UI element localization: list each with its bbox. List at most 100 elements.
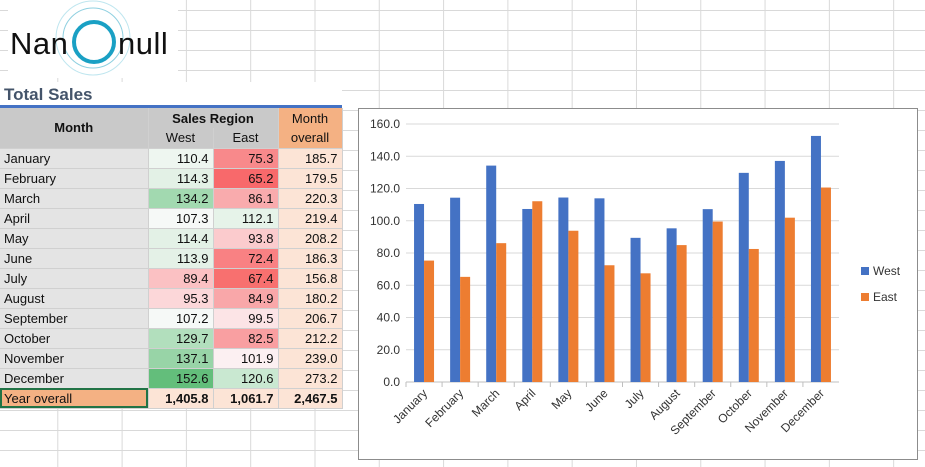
east-cell[interactable]: 67.4: [213, 268, 279, 289]
legend-label[interactable]: East: [873, 290, 898, 304]
west-cell[interactable]: 107.3: [148, 208, 214, 229]
logo-rings-icon: [55, 0, 131, 76]
bar-west[interactable]: [414, 203, 425, 382]
header-sales-region[interactable]: Sales Region: [148, 108, 279, 128]
overall-cell[interactable]: 273.2: [278, 368, 343, 389]
east-cell[interactable]: 120.6: [213, 368, 279, 389]
overall-cell[interactable]: 179.5: [278, 168, 343, 189]
east-cell[interactable]: 72.4: [213, 248, 279, 269]
overall-cell[interactable]: 185.7: [278, 148, 343, 169]
west-cell[interactable]: 95.3: [148, 288, 214, 309]
bar-east[interactable]: [748, 248, 759, 382]
bar-east[interactable]: [676, 245, 687, 382]
header-month-overall-2[interactable]: overall: [278, 128, 343, 149]
month-cell[interactable]: February: [0, 168, 149, 189]
bar-east[interactable]: [604, 265, 615, 382]
month-cell[interactable]: October: [0, 328, 149, 349]
legend-swatch-west: [861, 267, 869, 275]
east-cell[interactable]: 75.3: [213, 148, 279, 169]
overall-cell[interactable]: 219.4: [278, 208, 343, 229]
east-cell[interactable]: 82.5: [213, 328, 279, 349]
east-cell[interactable]: 86.1: [213, 188, 279, 209]
east-cell[interactable]: 93.8: [213, 228, 279, 249]
west-cell[interactable]: 129.7: [148, 328, 214, 349]
overall-cell[interactable]: 180.2: [278, 288, 343, 309]
legend-swatch-east: [861, 293, 869, 301]
overall-cell[interactable]: 212.2: [278, 328, 343, 349]
month-cell[interactable]: June: [0, 248, 149, 269]
month-cell[interactable]: August: [0, 288, 149, 309]
east-cell[interactable]: 101.9: [213, 348, 279, 369]
y-tick-label: 100.0: [370, 214, 400, 228]
month-cell[interactable]: September: [0, 308, 149, 329]
bar-east[interactable]: [460, 276, 471, 382]
east-cell[interactable]: 99.5: [213, 308, 279, 329]
bar-west[interactable]: [702, 209, 713, 382]
east-cell[interactable]: 65.2: [213, 168, 279, 189]
x-tick-label: May: [549, 386, 575, 412]
y-tick-label: 120.0: [370, 182, 400, 196]
east-cell[interactable]: 84.9: [213, 288, 279, 309]
west-cell[interactable]: 114.4: [148, 228, 214, 249]
bar-west[interactable]: [486, 165, 497, 382]
y-tick-label: 140.0: [370, 149, 400, 163]
bar-east[interactable]: [532, 201, 543, 382]
x-tick-label: July: [622, 386, 647, 411]
overall-cell[interactable]: 239.0: [278, 348, 343, 369]
west-cell[interactable]: 134.2: [148, 188, 214, 209]
table-row: January 110.4 75.3 185.7: [0, 148, 343, 169]
west-cell[interactable]: 89.4: [148, 268, 214, 289]
overall-cell[interactable]: 186.3: [278, 248, 343, 269]
bar-east[interactable]: [820, 187, 831, 382]
header-month[interactable]: Month: [0, 108, 149, 149]
overall-cell[interactable]: 206.7: [278, 308, 343, 329]
total-label-cell[interactable]: Year overall: [0, 388, 149, 409]
west-cell[interactable]: 107.2: [148, 308, 214, 329]
bar-east[interactable]: [424, 260, 435, 382]
bar-east[interactable]: [640, 273, 651, 382]
overall-cell[interactable]: 156.8: [278, 268, 343, 289]
y-tick-label: 0.0: [383, 375, 400, 389]
bar-east[interactable]: [784, 217, 795, 382]
month-cell[interactable]: July: [0, 268, 149, 289]
bar-west[interactable]: [558, 197, 569, 382]
bar-west[interactable]: [774, 160, 785, 382]
bar-west[interactable]: [666, 228, 677, 382]
bar-west[interactable]: [630, 237, 641, 382]
bar-west[interactable]: [522, 208, 533, 382]
table-row: February 114.3 65.2 179.5: [0, 168, 343, 189]
west-cell[interactable]: 113.9: [148, 248, 214, 269]
overall-cell[interactable]: 220.3: [278, 188, 343, 209]
west-cell[interactable]: 110.4: [148, 148, 214, 169]
month-cell[interactable]: December: [0, 368, 149, 389]
bar-west[interactable]: [738, 172, 749, 382]
header-west[interactable]: West: [148, 128, 214, 149]
x-tick-label: February: [422, 386, 466, 430]
bar-east[interactable]: [496, 243, 507, 382]
total-overall-cell[interactable]: 2,467.5: [278, 388, 343, 409]
month-cell[interactable]: January: [0, 148, 149, 169]
month-cell[interactable]: March: [0, 188, 149, 209]
legend-label[interactable]: West: [873, 264, 901, 278]
header-east[interactable]: East: [213, 128, 279, 149]
bar-west[interactable]: [450, 197, 461, 382]
west-cell[interactable]: 114.3: [148, 168, 214, 189]
west-cell[interactable]: 152.6: [148, 368, 214, 389]
title-text: Total Sales: [4, 85, 93, 104]
total-west-cell[interactable]: 1,405.8: [148, 388, 214, 409]
sales-chart[interactable]: 0.0 20.0 40.0 60.0 80.0 100.0 120.0 140.0 160.0 J…: [358, 108, 918, 460]
total-row: Year overall 1,405.8 1,061.7 2,467.5: [0, 388, 343, 409]
west-cell[interactable]: 137.1: [148, 348, 214, 369]
total-east-cell[interactable]: 1,061.7: [213, 388, 279, 409]
overall-cell[interactable]: 208.2: [278, 228, 343, 249]
month-cell[interactable]: November: [0, 348, 149, 369]
month-cell[interactable]: May: [0, 228, 149, 249]
header-month-overall-1[interactable]: Month: [278, 108, 343, 128]
bar-west[interactable]: [810, 135, 821, 382]
sales-table: Month Sales Region Month West East overa…: [0, 108, 343, 409]
bar-east[interactable]: [712, 221, 723, 382]
month-cell[interactable]: April: [0, 208, 149, 229]
east-cell[interactable]: 112.1: [213, 208, 279, 229]
bar-west[interactable]: [594, 198, 605, 382]
bar-east[interactable]: [568, 230, 579, 382]
